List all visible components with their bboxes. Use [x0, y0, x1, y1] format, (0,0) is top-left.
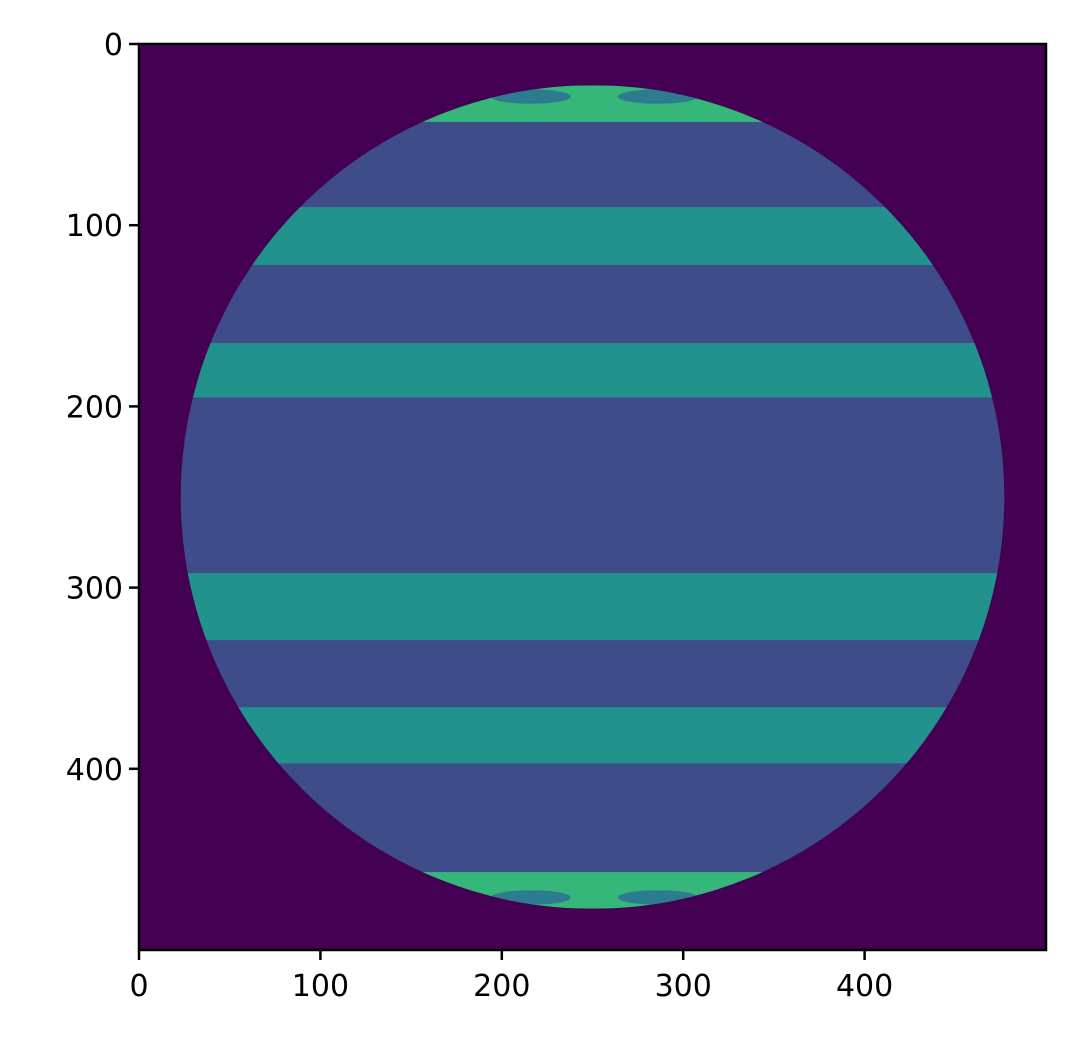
stripe-band — [180, 342, 1005, 398]
stripe-band — [180, 207, 1005, 266]
y-tick-label: 300 — [66, 572, 123, 607]
stripe-band — [180, 707, 1005, 764]
x-axis-ticks: 0 100 200 300 400 — [129, 950, 893, 1004]
disk — [180, 85, 1005, 909]
x-tick-label: 100 — [292, 969, 349, 1004]
axes-frame — [137, 42, 1048, 952]
disk-group — [180, 85, 1005, 909]
x-tick-label: 400 — [836, 969, 893, 1004]
y-tick-label: 0 — [104, 28, 123, 63]
x-tick-label: 300 — [655, 969, 712, 1004]
x-tick-label: 200 — [473, 969, 530, 1004]
stripe-band — [180, 573, 1005, 641]
y-tick-label: 200 — [66, 390, 123, 425]
y-axis-ticks: 0 100 200 300 400 — [66, 28, 139, 788]
y-tick-label: 100 — [66, 209, 123, 244]
x-tick-label: 0 — [129, 969, 148, 1004]
y-tick-label: 400 — [66, 753, 123, 788]
